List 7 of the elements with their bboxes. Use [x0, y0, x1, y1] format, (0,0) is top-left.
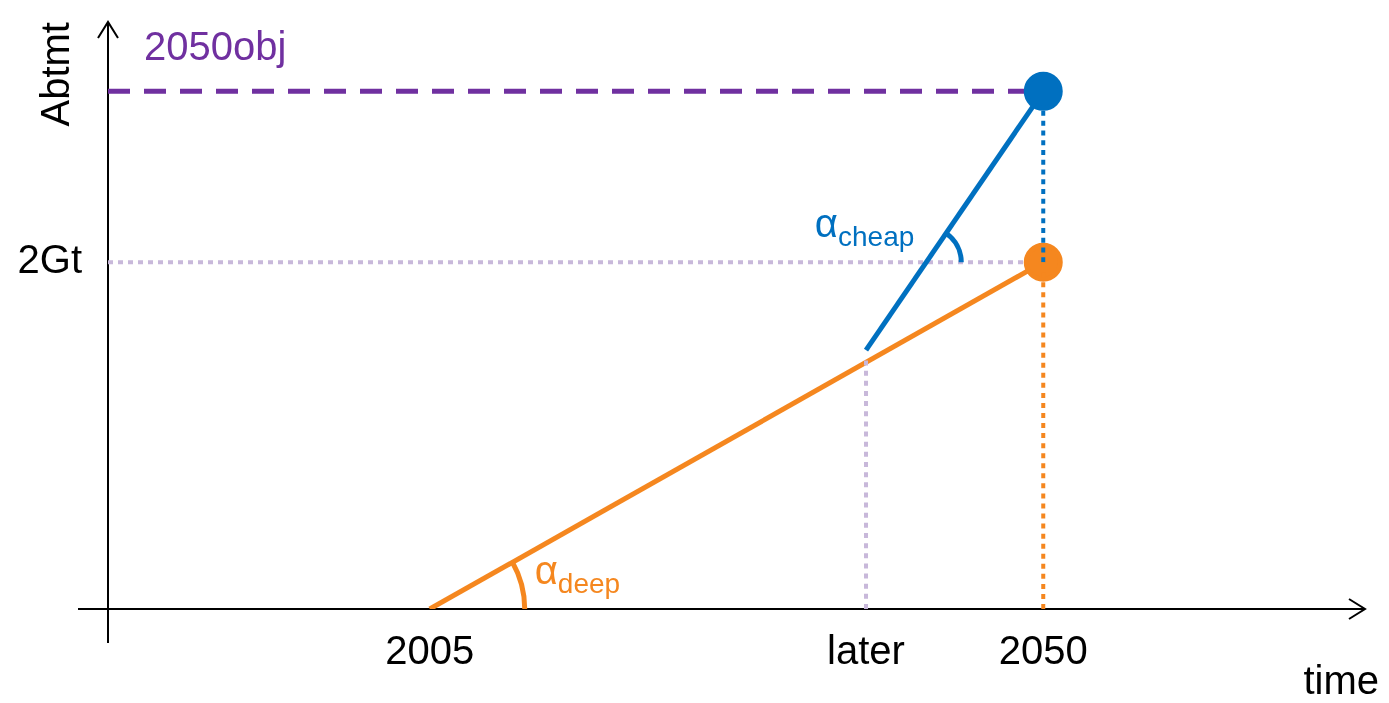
ref-line-label: 2Gt [17, 237, 82, 282]
x-tick-label: 2050 [998, 628, 1088, 673]
ref-line-label: 2050obj [144, 24, 287, 69]
y-axis-title: Abtmt [33, 22, 78, 127]
x-tick-label: later [827, 628, 905, 673]
x-axis-title: time [1303, 658, 1379, 703]
x-tick-label: 2005 [385, 628, 475, 673]
